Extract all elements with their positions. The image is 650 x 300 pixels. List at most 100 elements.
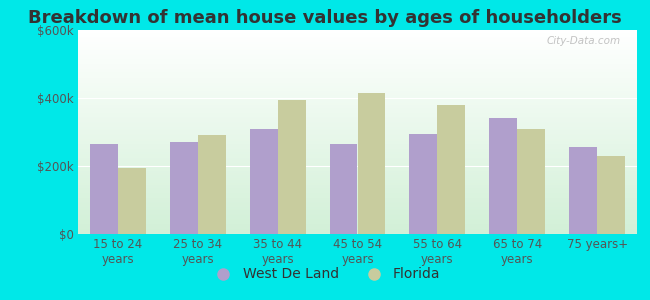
Bar [78, 220, 637, 222]
Bar [78, 163, 637, 164]
Bar [78, 203, 637, 205]
Bar [78, 196, 637, 198]
Bar [78, 47, 637, 49]
Bar [78, 224, 637, 226]
Bar [78, 222, 637, 224]
Bar [78, 215, 637, 217]
Bar [78, 35, 637, 37]
Bar [78, 125, 637, 127]
Bar [78, 132, 637, 134]
Bar [78, 49, 637, 50]
Bar [330, 144, 358, 234]
Bar [78, 91, 637, 93]
Bar [78, 69, 637, 71]
Bar [78, 139, 637, 140]
Bar [78, 169, 637, 171]
Bar [78, 62, 637, 64]
Bar [78, 50, 637, 52]
Bar [78, 101, 637, 103]
Bar [78, 45, 637, 47]
Bar [78, 193, 637, 195]
Bar [78, 83, 637, 84]
Bar [78, 73, 637, 74]
Bar [78, 226, 637, 227]
Bar [78, 79, 637, 81]
Bar [78, 103, 637, 105]
Bar [597, 156, 625, 234]
Bar [78, 71, 637, 73]
Bar [78, 219, 637, 220]
Bar [78, 137, 637, 139]
Bar [78, 154, 637, 156]
Bar [78, 144, 637, 146]
Bar [78, 78, 637, 79]
Bar [78, 186, 637, 188]
Bar [78, 173, 637, 175]
Bar [78, 40, 637, 42]
Bar [78, 212, 637, 214]
Bar [78, 147, 637, 149]
Text: Breakdown of mean house values by ages of householders: Breakdown of mean house values by ages o… [28, 9, 622, 27]
Bar [78, 180, 637, 181]
Bar [78, 229, 637, 231]
Bar [78, 129, 637, 130]
Bar [78, 124, 637, 125]
Bar [78, 89, 637, 91]
Bar [250, 129, 278, 234]
Bar [78, 74, 637, 76]
Bar [78, 202, 637, 203]
Bar [78, 56, 637, 57]
Bar [78, 161, 637, 163]
Bar [78, 205, 637, 207]
Bar [78, 166, 637, 168]
Bar [78, 68, 637, 69]
Bar [78, 152, 637, 154]
Bar [78, 93, 637, 94]
Bar [78, 159, 637, 161]
Bar [78, 105, 637, 106]
Bar [78, 33, 637, 35]
Bar [78, 118, 637, 120]
Bar [78, 127, 637, 129]
Bar [410, 134, 437, 234]
Bar [569, 147, 597, 234]
Bar [78, 168, 637, 169]
Bar [358, 93, 385, 234]
Bar [78, 81, 637, 83]
Bar [78, 146, 637, 147]
Bar [78, 54, 637, 56]
Bar [78, 32, 637, 33]
Bar [78, 76, 637, 78]
Bar [78, 37, 637, 38]
Bar [78, 171, 637, 173]
Bar [78, 59, 637, 61]
Bar [78, 164, 637, 166]
Bar [78, 214, 637, 215]
Bar [78, 176, 637, 178]
Bar [78, 88, 637, 89]
Bar [78, 200, 637, 202]
Bar [78, 207, 637, 208]
Bar [78, 149, 637, 151]
Bar [78, 181, 637, 183]
Bar [78, 134, 637, 135]
Legend: West De Land, Florida: West De Land, Florida [204, 262, 446, 287]
Bar [78, 98, 637, 100]
Bar [78, 191, 637, 193]
Bar [78, 227, 637, 229]
Bar [78, 183, 637, 185]
Bar [198, 135, 226, 234]
Bar [78, 106, 637, 108]
Bar [78, 112, 637, 113]
Bar [78, 195, 637, 196]
Bar [78, 140, 637, 142]
Bar [78, 232, 637, 234]
Bar [78, 94, 637, 96]
Bar [78, 156, 637, 158]
Bar [78, 217, 637, 219]
Bar [78, 38, 637, 40]
Bar [78, 108, 637, 110]
Bar [78, 190, 637, 191]
Bar [78, 158, 637, 159]
Bar [78, 117, 637, 118]
